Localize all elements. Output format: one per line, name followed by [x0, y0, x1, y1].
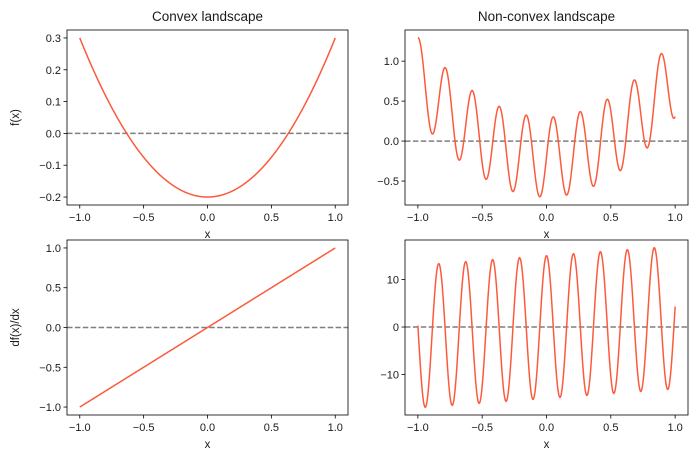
x-axis-label: x — [544, 439, 550, 451]
y-tick-label: 0 — [393, 322, 399, 334]
y-tick-label: −0.2 — [39, 192, 61, 204]
x-axis-label: x — [205, 439, 211, 451]
y-tick-label: 0.5 — [384, 96, 399, 108]
x-tick-label: 1.0 — [667, 422, 682, 434]
x-tick-label: 1.0 — [328, 422, 343, 434]
x-tick-label: 0.0 — [539, 212, 554, 224]
y-tick-label: −0.1 — [39, 160, 61, 172]
x-tick-label: 1.0 — [667, 212, 682, 224]
axes-nonconvex-f: −1.0 −0.5 0.0 0.5 1.0 −0.5 0.0 0.5 1.0 Non-convex… — [377, 9, 689, 241]
x-tick-label: 0.0 — [200, 212, 215, 224]
series-line-dfxdx — [79, 247, 336, 408]
y-tick-label: 1.0 — [384, 56, 399, 68]
axes-background — [405, 240, 688, 415]
y-tick-label: −0.5 — [39, 362, 61, 374]
y-tick-label: 0.0 — [384, 136, 399, 148]
x-tick-label: −0.5 — [133, 422, 155, 434]
axes-background — [67, 30, 348, 205]
x-tick-label: −1.0 — [407, 422, 429, 434]
y-tick-label: −0.5 — [377, 176, 399, 188]
axes-convex-df: −1.0 −0.5 0.0 0.5 1.0 −1.0 −0.5 0.0 0.5 1.0 x df(x)… — [10, 239, 349, 451]
y-tick-label: 0.3 — [46, 33, 61, 45]
x-tick-label: 0.0 — [539, 422, 554, 434]
y-tick-label: 0.5 — [46, 283, 61, 295]
series-line-fx — [417, 36, 676, 198]
axes-title: Non-convex landscape — [478, 9, 615, 24]
y-tick-label: 0.1 — [46, 97, 61, 109]
axes-title: Convex landscape — [152, 9, 263, 24]
y-tick-label: 0.0 — [46, 128, 61, 140]
x-tick-label: −1.0 — [69, 212, 91, 224]
x-tick-label: −0.5 — [471, 212, 493, 224]
y-tick-label: 1.0 — [46, 243, 61, 255]
x-tick-label: −0.5 — [471, 422, 493, 434]
x-axis-label: x — [205, 229, 211, 241]
axes-convex-f: −1.0 −0.5 0.0 0.5 1.0 −0.2 −0.1 0.0 0.1 0.2 0.3 Con… — [10, 9, 349, 241]
x-tick-label: −1.0 — [407, 212, 429, 224]
x-tick-label: −1.0 — [69, 422, 91, 434]
x-tick-label: 0.5 — [603, 422, 618, 434]
y-tick-label: −1.0 — [39, 402, 61, 414]
x-tick-label: −0.5 — [133, 212, 155, 224]
y-tick-label: 0.2 — [46, 65, 61, 77]
x-tick-label: 0.5 — [264, 212, 279, 224]
y-axis-label: df(x)/dx — [10, 308, 22, 347]
y-tick-label: 10 — [387, 274, 399, 286]
y-tick-label: 0.0 — [46, 323, 61, 335]
series-line-dfxdx — [417, 246, 676, 409]
y-axis-label: f(x) — [10, 109, 22, 126]
y-tick-label: −10 — [380, 370, 399, 382]
x-axis-label: x — [544, 229, 550, 241]
x-tick-label: 0.5 — [264, 422, 279, 434]
axes-background — [405, 30, 688, 205]
axes-nonconvex-df: −1.0 −0.5 0.0 0.5 1.0 −10 0 10 x — [380, 239, 689, 451]
x-tick-label: 0.0 — [200, 422, 215, 434]
series-line-fx — [79, 37, 336, 198]
x-tick-label: 0.5 — [603, 212, 618, 224]
x-tick-label: 1.0 — [328, 212, 343, 224]
